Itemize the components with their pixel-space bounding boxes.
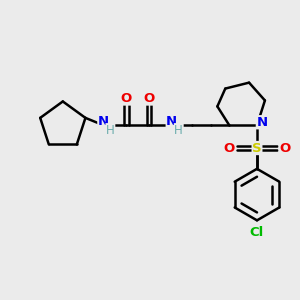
Text: H: H [106,124,115,137]
Text: O: O [279,142,290,154]
Text: O: O [143,92,155,105]
Text: O: O [121,92,132,105]
Text: N: N [98,115,109,128]
Text: S: S [252,142,262,154]
Text: O: O [224,142,235,154]
Text: N: N [166,115,177,128]
Text: H: H [174,124,183,137]
Text: Cl: Cl [250,226,264,239]
Text: N: N [256,116,268,129]
